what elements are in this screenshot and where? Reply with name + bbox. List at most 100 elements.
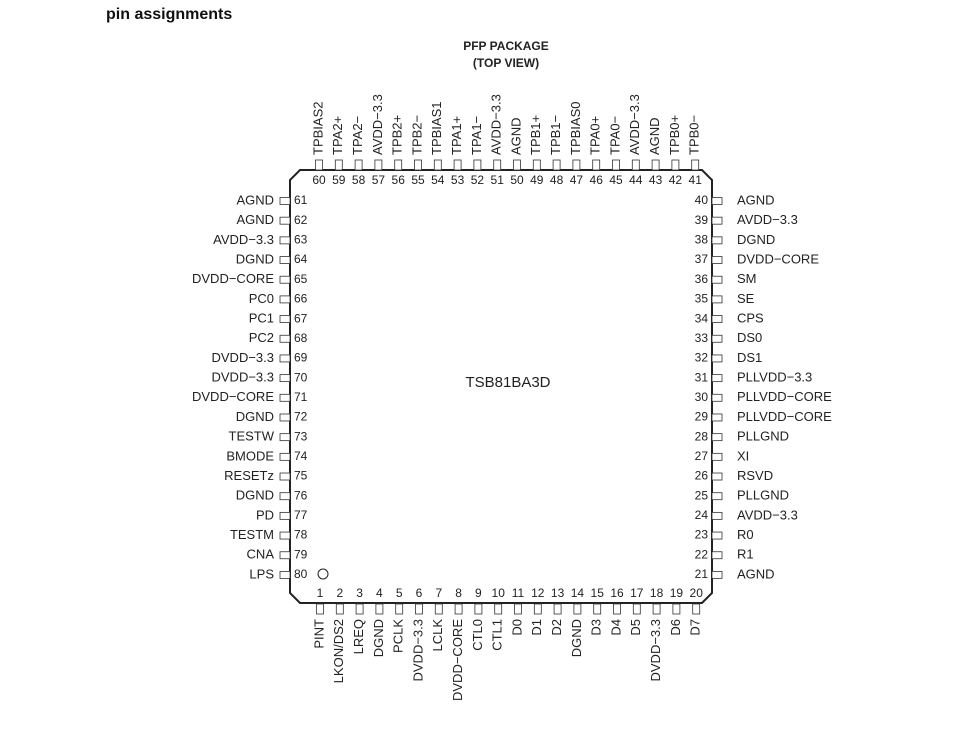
pin-name: DVDD−3.3	[212, 350, 275, 365]
pin	[474, 603, 483, 615]
pin	[632, 603, 641, 615]
pin-number: 35	[695, 292, 709, 306]
pin-name: PLLVDD−CORE	[737, 409, 832, 424]
pin-name: DVDD−3.3	[648, 619, 663, 682]
pin	[711, 571, 723, 579]
pin	[552, 159, 561, 171]
pin-name: TPA1+	[449, 116, 464, 155]
pin-name: DVDD−CORE	[192, 389, 274, 404]
pin-name: AGND	[647, 117, 662, 155]
pin-number: 9	[475, 586, 482, 600]
pin-name: TPB2−	[409, 115, 424, 155]
pin-name: SM	[737, 271, 757, 286]
pin	[434, 603, 443, 615]
pin-name: TPB0−	[687, 115, 702, 155]
pin-number: 13	[551, 586, 565, 600]
pin-name: TPA2−	[350, 116, 365, 155]
pin-number: 29	[695, 410, 709, 424]
pin-name: AVDD−3.3	[489, 94, 504, 155]
pin-number: 75	[294, 469, 308, 483]
pin-number: 62	[294, 213, 308, 227]
pin	[279, 374, 291, 383]
pin-name: PCLK	[391, 619, 406, 653]
pin-name: DGND	[236, 488, 274, 503]
pin	[711, 216, 723, 225]
pin-number: 25	[695, 488, 709, 502]
pin-number: 58	[352, 173, 366, 187]
pin-number: 44	[629, 173, 643, 187]
pin-number: 30	[695, 390, 709, 404]
pin-name: TPBIAS1	[429, 102, 444, 155]
pin	[279, 295, 291, 304]
pin	[473, 159, 482, 171]
pin-number: 11	[512, 586, 525, 600]
pin-name: DVDD−3.3	[410, 619, 425, 682]
package-view: (TOP VIEW)	[473, 56, 539, 70]
pin-number: 7	[435, 586, 442, 600]
pin	[279, 492, 291, 501]
pin-number: 71	[294, 390, 308, 404]
pin-number: 46	[590, 173, 604, 187]
pin	[711, 354, 723, 363]
pin-name: PD	[256, 507, 274, 522]
pin	[533, 603, 542, 615]
pin-name: AGND	[737, 566, 775, 581]
pin	[652, 603, 661, 615]
pin-number: 10	[492, 586, 506, 600]
pin-number: 14	[571, 586, 585, 600]
pin	[671, 159, 680, 171]
pin	[316, 603, 324, 615]
pin-number: 3	[356, 586, 363, 600]
pin-name: D5	[628, 619, 643, 636]
pin	[279, 551, 291, 560]
pin-number: 5	[396, 586, 403, 600]
pin-name: DGND	[737, 232, 775, 247]
pin	[711, 374, 723, 383]
pin	[514, 603, 522, 615]
pin-number: 66	[294, 292, 308, 306]
pin-number: 34	[695, 311, 709, 325]
pin	[711, 433, 723, 442]
pin	[279, 354, 291, 363]
pin-number: 54	[431, 173, 445, 187]
pin	[573, 603, 582, 615]
pin-name: AVDD−3.3	[370, 94, 385, 155]
pin-name: BMODE	[226, 448, 274, 463]
pin	[711, 197, 723, 205]
pin-number: 60	[312, 173, 326, 187]
pin-name: PLLGND	[737, 488, 789, 503]
pin-number: 40	[695, 193, 709, 207]
pin-number: 77	[294, 508, 308, 522]
pin	[711, 492, 723, 501]
pin-name: CTL0	[470, 619, 485, 651]
pin-name: AVDD−3.3	[737, 212, 798, 227]
pin-number: 22	[695, 547, 709, 561]
pin-number: 8	[455, 586, 462, 600]
pin-number: 52	[471, 173, 485, 187]
pin-name: LKON/DS2	[331, 619, 346, 683]
pin-name: PLLVDD−3.3	[737, 370, 812, 385]
pin-name: RSVD	[737, 468, 773, 483]
pin	[374, 159, 383, 171]
pin-name: DS1	[737, 350, 762, 365]
pin-name: TPB2+	[390, 115, 405, 155]
pin-name: AGND	[236, 212, 274, 227]
pin	[279, 275, 291, 284]
pin-name: AGND	[737, 192, 775, 207]
pin-number: 36	[695, 272, 709, 286]
pin-name: AGND	[236, 192, 274, 207]
pin	[433, 159, 442, 171]
pin-number: 43	[649, 173, 663, 187]
pin-name: PC2	[249, 330, 274, 345]
pin-name: TPB1+	[528, 115, 543, 155]
pin	[354, 159, 363, 171]
pin	[711, 531, 723, 540]
pin	[415, 603, 423, 615]
pin-name: DS0	[737, 330, 762, 345]
pin-name: TPA0+	[588, 116, 603, 155]
pin	[593, 603, 602, 615]
pin	[334, 159, 343, 171]
pin	[672, 603, 681, 615]
pin-name: RESETz	[224, 468, 274, 483]
